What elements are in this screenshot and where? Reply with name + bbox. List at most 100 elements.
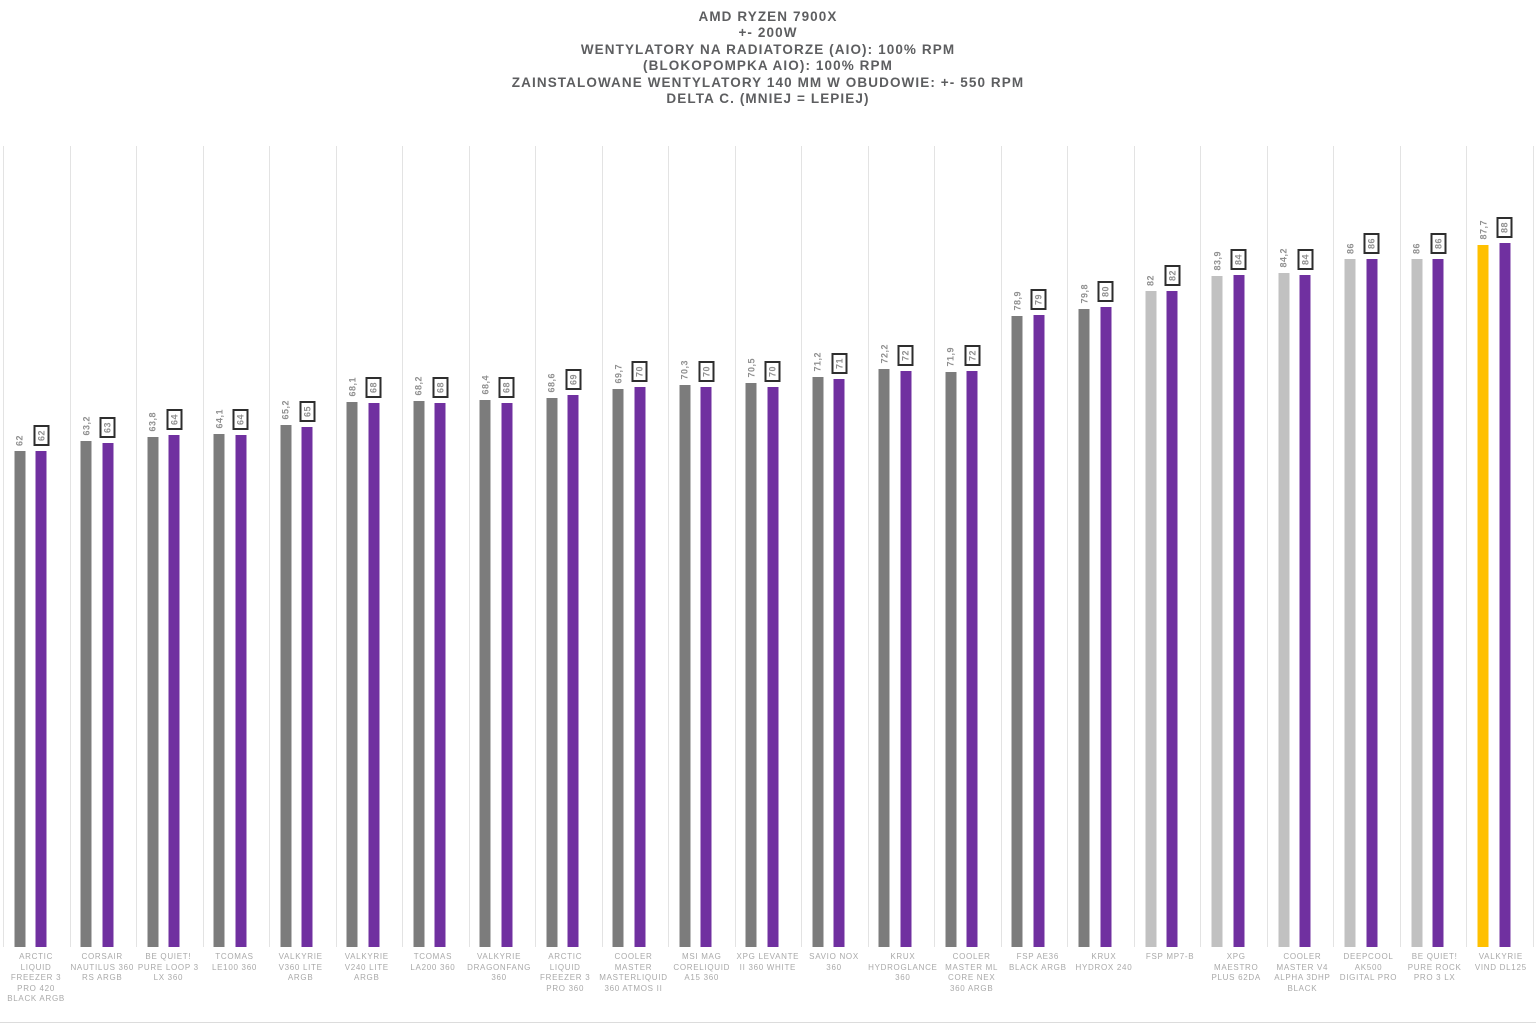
- exact-value-bar-column: 68,6: [546, 146, 558, 947]
- category-label: XPG MAESTRO PLUS 62DA: [1211, 952, 1261, 982]
- bar-pair: 84,2 84: [1278, 146, 1314, 947]
- rounded-value-bar-column: 70: [764, 146, 781, 947]
- exact-value-bar-column: 86: [1411, 146, 1423, 947]
- exact-value-bar: [546, 398, 558, 947]
- exact-value-bar-column: 70,3: [679, 146, 691, 947]
- exact-value-bar: [80, 441, 92, 947]
- bar-pair: 63,2 63: [80, 146, 116, 947]
- bar-pair: 69,7 70: [612, 146, 648, 947]
- category-axis-labels: ARCTIC LIQUID FREEZER 3 PRO 420 BLACK AR…: [3, 952, 1534, 1005]
- bar-value-label: 63: [102, 421, 113, 433]
- bar-value-label: 80: [1100, 285, 1111, 297]
- chart-title-block: AMD RYZEN 7900X +- 200W WENTYLATORY NA R…: [0, 9, 1536, 107]
- rounded-value-bar-column: 64: [232, 146, 249, 947]
- bar-value-label: 71,9: [945, 347, 956, 367]
- bar-pair: 68,4 68: [479, 146, 515, 947]
- boxed-value-label: 88: [1496, 216, 1513, 238]
- bar-value-label: 70,5: [746, 358, 757, 378]
- category-cell: 70,5 70: [736, 146, 803, 947]
- category-label: BE QUIET! PURE LOOP 3 LX 360: [137, 952, 199, 982]
- bar-value-label: 68: [435, 381, 446, 393]
- bar-pair: 64,1 64: [213, 146, 249, 947]
- boxed-value-label: 62: [33, 424, 50, 446]
- chart-title-line-1: AMD RYZEN 7900X: [698, 9, 838, 24]
- category-cell: 65,2 65: [270, 146, 337, 947]
- boxed-value-label: 84: [1230, 248, 1247, 270]
- bar-pair: 70,3 70: [679, 146, 715, 947]
- category-label: COOLER MASTER V4 ALPHA 3DHP BLACK: [1274, 952, 1331, 993]
- boxed-value-label: 79: [1030, 288, 1047, 310]
- category-label: KRUX HYDROX 240: [1075, 952, 1133, 972]
- bar-value-label: 68,6: [546, 373, 557, 393]
- exact-value-bar-column: 68,2: [413, 146, 425, 947]
- bar-value-label: 86: [1366, 237, 1377, 249]
- boxed-value-label: 68: [432, 376, 449, 398]
- category-label: TCOMAS LA200 360: [410, 952, 456, 972]
- rounded-value-bar-column: 70: [631, 146, 648, 947]
- category-cell: 68,4 68: [470, 146, 537, 947]
- exact-value-bar: [1411, 259, 1423, 947]
- category-cell: 84,2 84: [1268, 146, 1335, 947]
- boxed-value-label: 86: [1430, 232, 1447, 254]
- bar-value-label: 72: [900, 349, 911, 361]
- rounded-value-bar-column: 70: [698, 146, 715, 947]
- category-label: VALKYRIE VIND DL125: [1474, 952, 1527, 972]
- exact-value-bar: [945, 372, 957, 947]
- exact-value-bar-column: 79,8: [1078, 146, 1090, 947]
- boxed-value-label: 70: [698, 360, 715, 382]
- rounded-value-bar-column: 63: [99, 146, 116, 947]
- exact-value-bar: [1078, 309, 1090, 947]
- exact-value-bar: [1011, 316, 1023, 947]
- exact-value-bar-column: 62: [14, 146, 26, 947]
- bar-value-label: 79: [1033, 293, 1044, 305]
- category-label: XPG LEVANTE II 360 WHITE: [736, 952, 800, 972]
- category-cell: 82 82: [1135, 146, 1202, 947]
- exact-value-bar: [346, 402, 358, 947]
- exact-value-bar-column: 71,9: [945, 146, 957, 947]
- boxed-value-label: 84: [1297, 248, 1314, 270]
- bar-value-label: 86: [1411, 242, 1422, 254]
- category-cell: 68,6 69: [536, 146, 603, 947]
- chart-title-line-6: DELTA C. (MNIEJ = LEPIEJ): [666, 91, 870, 107]
- category-cell: 71,2 71: [802, 146, 869, 947]
- rounded-value-bar: [1033, 315, 1045, 947]
- chart-title-line-4: (BLOKOPOMPKA AIO): 100% RPM: [643, 58, 893, 74]
- bar-value-label: 68: [501, 381, 512, 393]
- boxed-value-label: 64: [166, 408, 183, 430]
- category-cell: 64,1 64: [204, 146, 271, 947]
- bar-value-label: 84: [1300, 253, 1311, 265]
- exact-value-bar-column: 86: [1344, 146, 1356, 947]
- exact-value-bar: [479, 400, 491, 947]
- bar-value-label: 87,7: [1478, 220, 1489, 240]
- bar-value-label: 82: [1167, 269, 1178, 281]
- boxed-value-label: 63: [99, 416, 116, 438]
- category-label: KRUX HYDROGLANCE 360: [868, 952, 938, 982]
- chart-bottom-divider: [0, 1022, 1536, 1023]
- bar-value-label: 69: [568, 373, 579, 385]
- category-label: COOLER MASTER MASTERLIQUID 360 ATMOS II: [599, 952, 668, 993]
- exact-value-bar-column: 69,7: [612, 146, 624, 947]
- rounded-value-bar-column: 84: [1297, 146, 1314, 947]
- rounded-value-bar: [1432, 259, 1444, 947]
- bar-pair: 71,2 71: [812, 146, 848, 947]
- category-label: ARCTIC LIQUID FREEZER 3 PRO 360: [540, 952, 591, 993]
- category-cell: 68,2 68: [403, 146, 470, 947]
- boxed-value-label: 82: [1164, 264, 1181, 286]
- rounded-value-bar-column: 68: [498, 146, 515, 947]
- rounded-value-bar: [700, 387, 712, 947]
- exact-value-bar: [213, 434, 225, 947]
- exact-value-bar-column: 63,2: [80, 146, 92, 947]
- rounded-value-bar: [1100, 307, 1111, 947]
- chart-title-line-3: WENTYLATORY NA RADIATORZE (AIO): 100% RP…: [580, 41, 956, 57]
- boxed-value-label: 69: [565, 368, 582, 390]
- category-label: SAVIO NOX 360: [809, 952, 859, 972]
- bar-value-label: 64: [169, 413, 180, 425]
- boxed-value-label: 80: [1097, 280, 1114, 302]
- exact-value-bar-column: 78,9: [1011, 146, 1023, 947]
- rounded-value-bar: [966, 371, 978, 947]
- rounded-value-bar-column: 86: [1363, 146, 1380, 947]
- bar-pair: 68,6 69: [546, 146, 582, 947]
- category-cell: 83,9 84: [1201, 146, 1268, 947]
- bar-value-label: 64,1: [214, 409, 225, 429]
- category-cell: 72,2 72: [869, 146, 936, 947]
